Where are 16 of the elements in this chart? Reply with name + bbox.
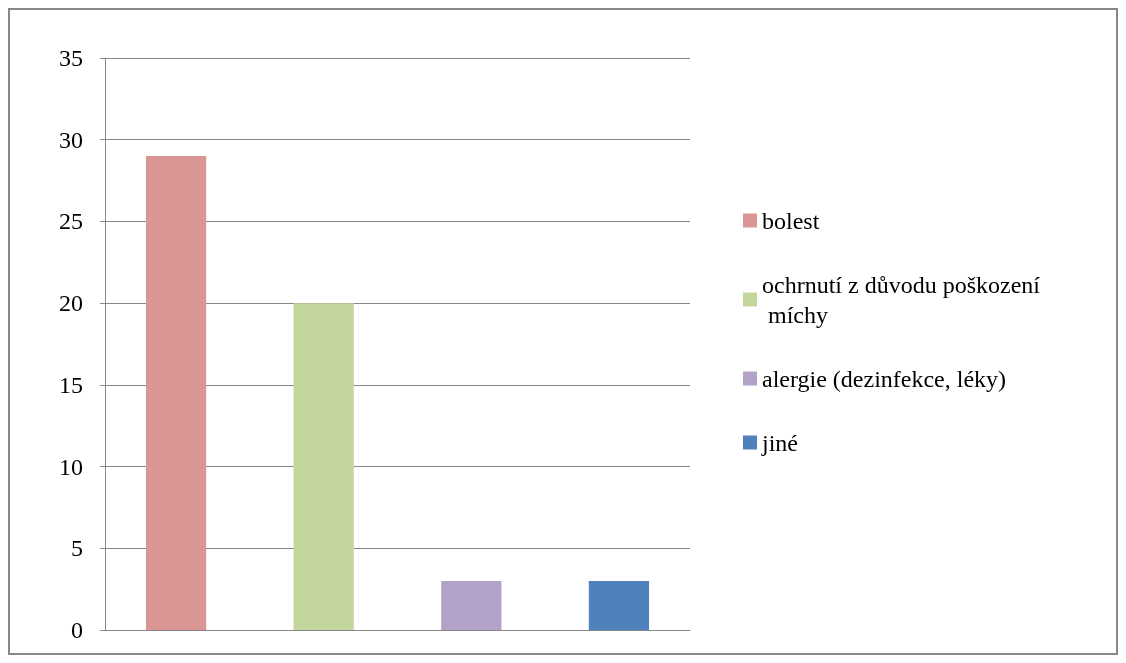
y-tick-label: 30	[59, 126, 83, 153]
y-tick-label: 35	[59, 45, 83, 71]
bar	[441, 580, 502, 630]
y-tick-label: 20	[59, 290, 83, 317]
y-tick-label: 15	[59, 371, 83, 398]
y-tick-label: 5	[71, 535, 83, 562]
bar	[145, 156, 207, 630]
bar	[588, 580, 650, 630]
legend-label: ochrnutí z důvodu poškození míchy	[762, 271, 1041, 328]
legend-label: bolest	[762, 207, 820, 234]
y-tick-label: 25	[59, 208, 83, 235]
bar	[293, 303, 354, 630]
y-tick-label: 10	[59, 453, 83, 480]
y-tick-label: 0	[71, 617, 83, 643]
legend-label: jiné	[761, 429, 798, 456]
legend-label: alergie (dezinfekce, léky)	[762, 365, 1007, 392]
